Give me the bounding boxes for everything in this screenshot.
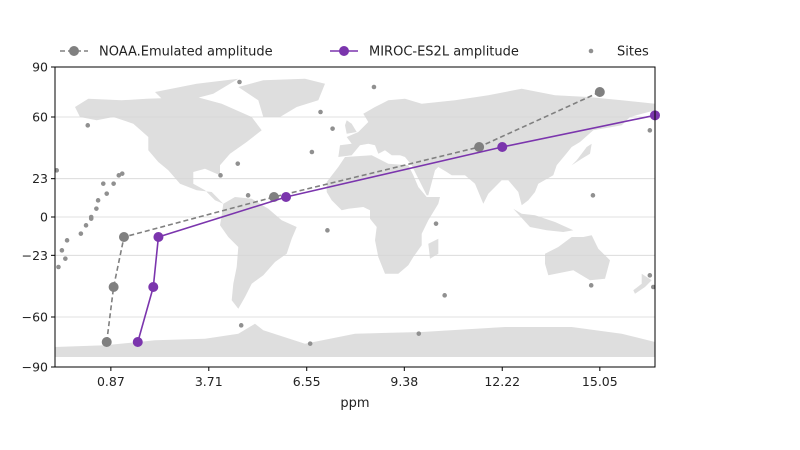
data-point bbox=[118, 232, 129, 242]
site-point bbox=[433, 221, 439, 226]
site-point bbox=[588, 283, 594, 288]
new-zealand-shape bbox=[633, 273, 652, 294]
site-point bbox=[94, 206, 99, 211]
site-point bbox=[650, 284, 656, 290]
site-point bbox=[416, 331, 422, 336]
legend-entry: NOAA.Emulated amplitude bbox=[60, 45, 273, 60]
data-point bbox=[474, 142, 485, 152]
legend-label: MIROC-ES2L amplitude bbox=[369, 45, 519, 60]
y-tick-label: 90 bbox=[32, 60, 48, 75]
x-tick-label: 6.55 bbox=[293, 374, 321, 389]
x-axis-title: ppm bbox=[340, 396, 369, 411]
site-point bbox=[371, 84, 377, 90]
data-point bbox=[153, 232, 164, 242]
plot-area bbox=[54, 66, 660, 368]
legend-marker bbox=[339, 46, 349, 56]
series-layer bbox=[54, 79, 660, 347]
data-point bbox=[108, 282, 119, 292]
site-point bbox=[54, 168, 60, 173]
site-point bbox=[442, 293, 447, 298]
greenland-shape bbox=[238, 78, 325, 117]
y-tick-label: 23 bbox=[32, 171, 48, 186]
south-america-shape bbox=[220, 197, 297, 309]
site-point bbox=[64, 238, 70, 243]
y-tick-label: −90 bbox=[22, 360, 48, 375]
uk-shape bbox=[345, 120, 357, 134]
site-point bbox=[647, 128, 653, 133]
europe-asia-shape bbox=[338, 88, 655, 206]
site-point bbox=[218, 173, 223, 178]
site-point bbox=[309, 149, 315, 155]
x-axis: 0.87 3.71 6.55 9.38 12.22 15.05 bbox=[97, 367, 618, 389]
data-point bbox=[132, 337, 143, 347]
site-point bbox=[330, 126, 335, 131]
x-tick-label: 9.38 bbox=[390, 374, 418, 389]
y-tick-label: −60 bbox=[22, 310, 48, 325]
site-point bbox=[100, 181, 106, 186]
site-point bbox=[111, 181, 116, 186]
data-point bbox=[497, 142, 508, 152]
y-tick-label: 0 bbox=[40, 210, 48, 225]
site-point bbox=[78, 231, 84, 236]
site-point bbox=[104, 191, 110, 196]
data-point bbox=[148, 282, 159, 292]
site-point bbox=[59, 248, 65, 253]
site-point bbox=[63, 256, 68, 261]
x-tick-label: 15.05 bbox=[582, 374, 618, 389]
x-tick-label: 12.22 bbox=[484, 374, 520, 389]
x-tick-label: 0.87 bbox=[97, 374, 125, 389]
data-point bbox=[281, 192, 292, 202]
series-2 bbox=[54, 79, 656, 346]
site-point bbox=[119, 171, 125, 176]
site-point bbox=[88, 216, 94, 221]
site-point bbox=[235, 161, 241, 166]
site-point bbox=[318, 109, 323, 115]
north-america-shape bbox=[75, 97, 262, 204]
legend-label: Sites bbox=[617, 45, 649, 60]
antarctica-shape bbox=[55, 323, 655, 357]
series-line bbox=[137, 114, 656, 343]
site-point bbox=[325, 228, 330, 233]
y-axis: 90 60 23 0 −23 −60 −90 bbox=[22, 60, 55, 375]
site-point bbox=[95, 198, 101, 203]
legend-entry: MIROC-ES2L amplitude bbox=[330, 45, 519, 60]
series-1 bbox=[132, 110, 660, 347]
world-map-background bbox=[55, 78, 655, 357]
japan-shape bbox=[571, 143, 592, 166]
data-point bbox=[101, 337, 112, 347]
site-point bbox=[245, 193, 251, 198]
legend-label: NOAA.Emulated amplitude bbox=[99, 45, 273, 60]
legend-entry: Sites bbox=[588, 45, 649, 60]
legend-marker bbox=[588, 48, 594, 54]
australia-shape bbox=[545, 235, 610, 281]
arctic-islands-shape bbox=[155, 78, 239, 101]
x-tick-label: 3.71 bbox=[195, 374, 223, 389]
gridlines bbox=[55, 116, 655, 318]
data-point bbox=[594, 87, 605, 97]
site-point bbox=[590, 193, 596, 198]
indonesia-shape bbox=[513, 208, 574, 232]
site-point bbox=[307, 341, 313, 346]
site-point bbox=[83, 223, 89, 228]
y-tick-label: 60 bbox=[32, 110, 48, 125]
site-point bbox=[56, 264, 61, 270]
site-point bbox=[238, 323, 244, 328]
site-point bbox=[647, 273, 653, 278]
madagascar-shape bbox=[428, 238, 439, 259]
series-line bbox=[105, 91, 601, 343]
africa-shape bbox=[326, 155, 440, 274]
site-point bbox=[85, 123, 91, 128]
legend-marker bbox=[69, 46, 79, 56]
site-point bbox=[116, 173, 122, 178]
legend: NOAA.Emulated amplitude MIROC-ES2L amplit… bbox=[60, 45, 649, 60]
y-tick-label: −23 bbox=[22, 248, 48, 263]
site-point bbox=[237, 79, 242, 85]
